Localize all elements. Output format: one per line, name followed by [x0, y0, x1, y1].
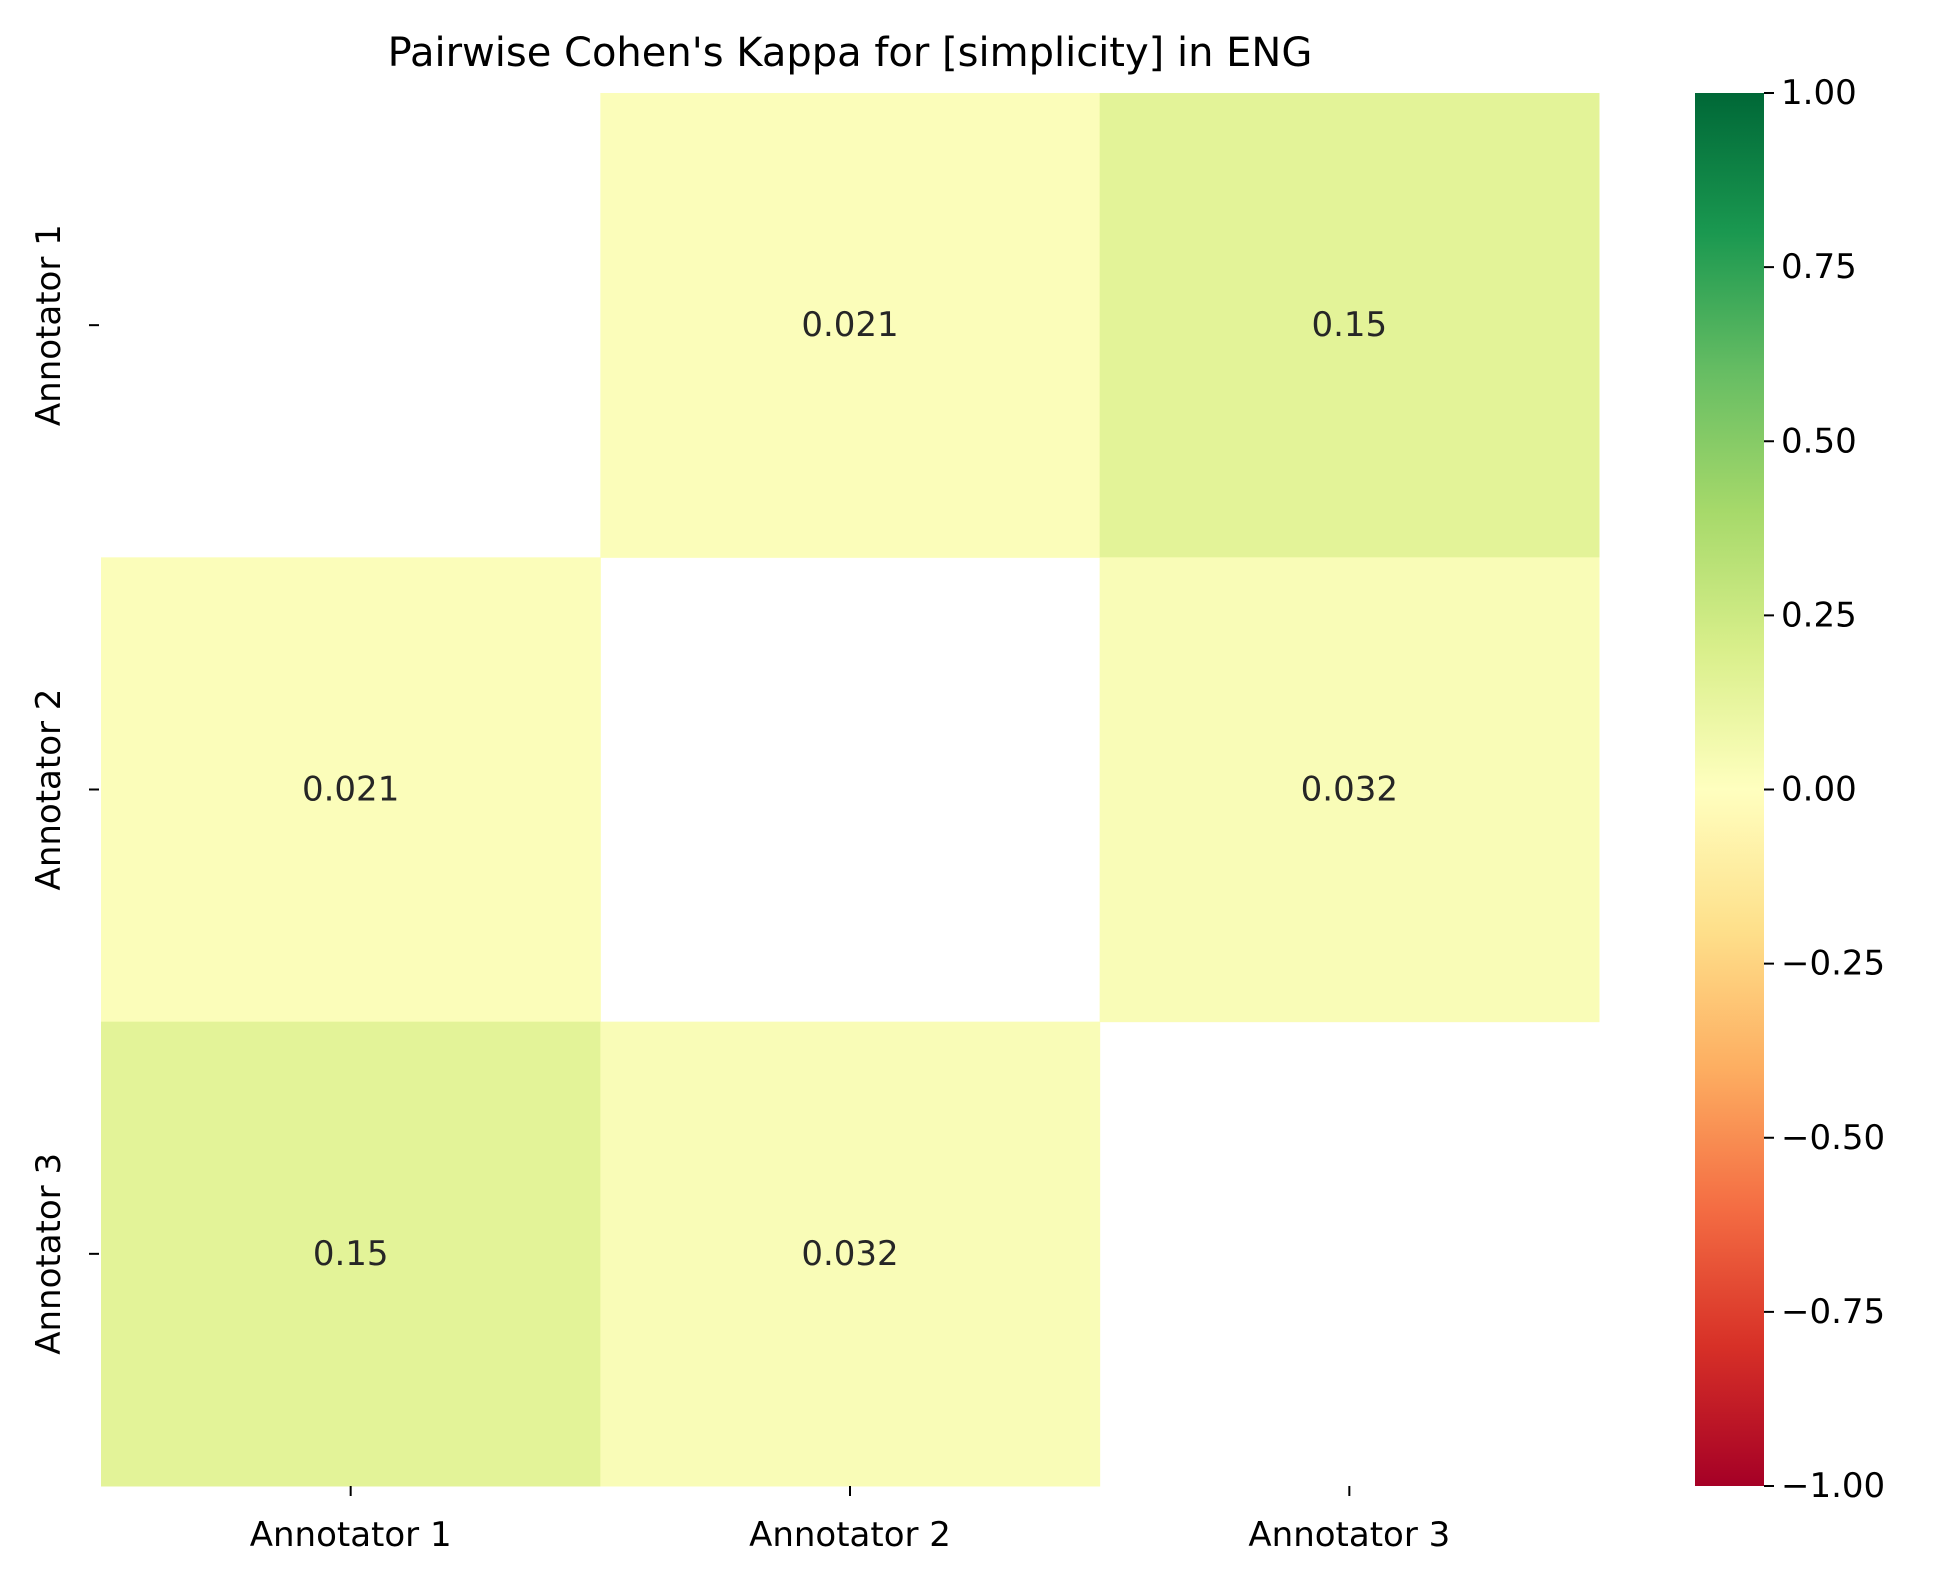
- y-axis: Annotator 1 Annotator 2 Annotator 3: [29, 224, 99, 1355]
- colorbar-tick-label: 0.75: [1781, 247, 1857, 287]
- x-tick-label: Annotator 3: [1248, 1515, 1450, 1555]
- colorbar-tick-label: −0.25: [1781, 944, 1885, 984]
- colorbar-tick-label: −0.75: [1781, 1292, 1885, 1332]
- colorbar-tick-label: 0.25: [1781, 595, 1857, 635]
- cell-value-label: 0.032: [1301, 770, 1398, 810]
- y-tick-label: Annotator 1: [29, 224, 69, 426]
- heatmap-cell-r2-c1: [101, 557, 601, 1023]
- cell-value-label: 0.021: [801, 305, 898, 345]
- heatmap-cells: [101, 93, 1600, 1487]
- cell-value-label: 0.15: [313, 1234, 389, 1274]
- x-axis: Annotator 1 Annotator 2 Annotator 3: [250, 1486, 1450, 1555]
- colorbar-tick-label: 0.50: [1781, 421, 1857, 461]
- colorbar-axis: 1.00 0.75 0.50 0.25 0.00 −0.25 −0.50 −0.75 −1.00: [1764, 73, 1885, 1506]
- colorbar-tick-label: 1.00: [1781, 73, 1857, 113]
- cell-value-label: 0.021: [302, 770, 399, 810]
- colorbar-tick-label: 0.00: [1781, 770, 1857, 810]
- y-tick-label: Annotator 3: [29, 1153, 69, 1355]
- heatmap-cell-r3-c2: [600, 1021, 1101, 1487]
- colorbar-tick-label: −0.50: [1781, 1118, 1885, 1158]
- heatmap-cell-r3-c1: [101, 1021, 601, 1487]
- x-tick-label: Annotator 1: [250, 1515, 452, 1555]
- chart-title: Pairwise Cohen's Kappa for [simplicity] …: [388, 30, 1313, 76]
- cell-value-label: 0.15: [1311, 305, 1387, 345]
- heatmap-cell-r2-c3: [1099, 557, 1600, 1023]
- heatmap-cell-r1-c3: [1099, 93, 1600, 558]
- colorbar: [1695, 93, 1764, 1486]
- colorbar-tick-label: −1.00: [1781, 1466, 1885, 1506]
- heatmap-cell-r1-c2: [600, 93, 1101, 558]
- heatmap-cell-labels: 0.021 0.15 0.021 0.032 0.15 0.032: [302, 305, 1398, 1274]
- cell-value-label: 0.032: [801, 1234, 898, 1274]
- y-tick-label: Annotator 2: [29, 689, 69, 891]
- x-tick-label: Annotator 2: [749, 1515, 951, 1555]
